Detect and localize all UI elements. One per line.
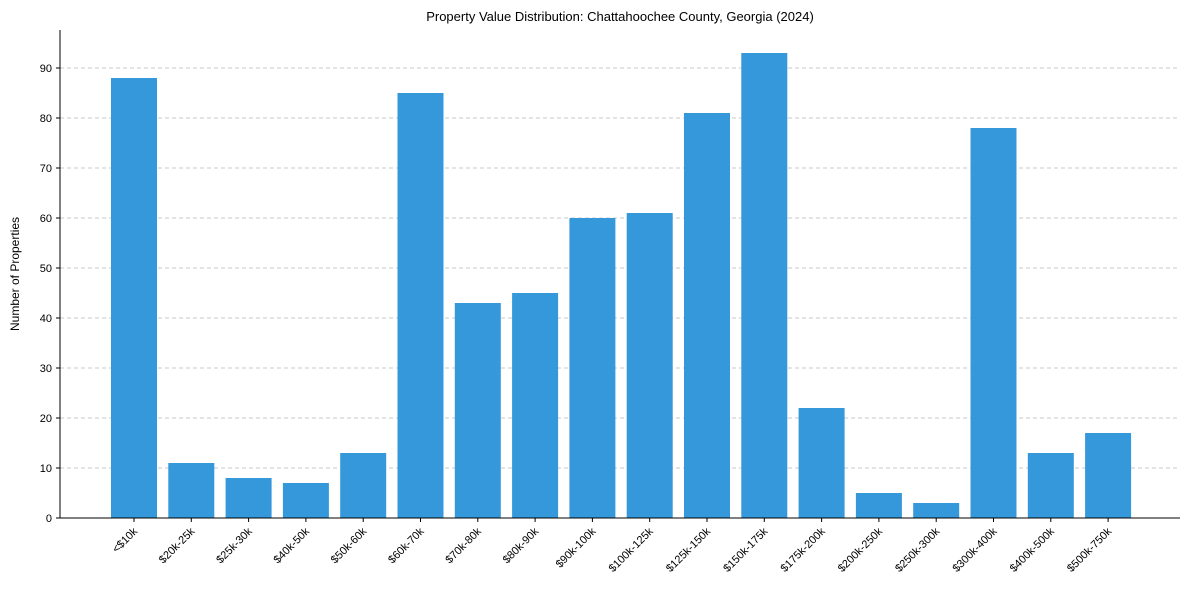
y-tick-label-20: 20	[40, 413, 52, 425]
x-tick-label-4: $50k-60k	[329, 525, 370, 566]
x-tick-label-5: $60k-70k	[386, 525, 427, 566]
bar-4	[340, 453, 387, 518]
bar-0	[111, 78, 157, 518]
bar-9	[626, 213, 673, 518]
bar-17	[1085, 433, 1132, 518]
bar-13	[855, 493, 902, 518]
x-tick-label-9: $100k-125k	[607, 525, 656, 574]
y-tick-label-60: 60	[40, 213, 52, 225]
bar-2	[225, 478, 272, 518]
x-tick-label-14: $250k-300k	[893, 525, 942, 574]
x-tick-label-7: $80k-90k	[501, 525, 542, 566]
bar-8	[569, 218, 616, 518]
bars	[111, 53, 1132, 518]
bar-12	[798, 408, 845, 518]
x-tick-label-12: $175k-200k	[779, 525, 828, 574]
bar-6	[454, 303, 501, 518]
x-ticks: <$10k $20k-25k $25k-30k $40k-50k $50k-60k $60…	[110, 518, 1115, 575]
bar-15	[970, 128, 1017, 518]
chart-title: Property Value Distribution: Chattahooch…	[426, 9, 814, 24]
bar-5	[397, 93, 444, 518]
x-tick-label-6: $70k-80k	[443, 525, 484, 566]
x-tick-label-15: $300k-400k	[950, 525, 999, 574]
bar-3	[282, 483, 329, 518]
x-tick-label-11: $150k-175k	[721, 525, 770, 574]
y-tick-label-70: 70	[40, 163, 52, 175]
bar-11	[741, 53, 788, 518]
y-tick-label-80: 80	[40, 113, 52, 125]
y-tick-label-40: 40	[40, 313, 52, 325]
x-tick-label-8: $90k-100k	[554, 525, 599, 570]
bar-10	[684, 113, 730, 518]
x-tick-label-10: $125k-150k	[664, 525, 713, 574]
y-tick-label-90: 90	[40, 63, 52, 75]
y-tick-label-0: 0	[46, 513, 52, 525]
y-tick-label-30: 30	[40, 363, 52, 375]
y-tick-label-50: 50	[40, 263, 52, 275]
x-tick-label-3: $40k-50k	[272, 525, 313, 566]
y-axis-label: Number of Properties	[8, 217, 22, 331]
y-tick-label-10: 10	[40, 463, 52, 475]
bar-7	[512, 293, 559, 518]
x-tick-label-1: $20k-25k	[157, 525, 198, 566]
y-ticks: 0 10 20 30 40 50 60 70 80 90	[40, 63, 60, 525]
bar-1	[168, 463, 215, 518]
x-tick-label-17: $500k-750k	[1065, 525, 1114, 574]
bar-14	[913, 503, 960, 518]
x-tick-label-16: $400k-500k	[1008, 525, 1057, 574]
x-tick-label-13: $200k-250k	[836, 525, 885, 574]
x-tick-label-0: <$10k	[110, 525, 140, 555]
bar-16	[1027, 453, 1074, 518]
x-tick-label-2: $25k-30k	[214, 525, 255, 566]
